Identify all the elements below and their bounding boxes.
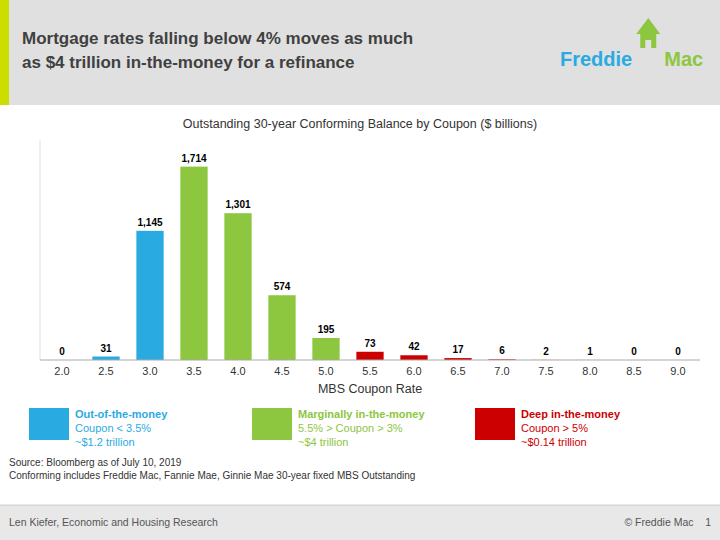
x-tick-label: 5.0 [318,365,333,377]
x-tick-label: 8.0 [582,365,597,377]
x-tick-label: 2.0 [54,365,69,377]
data-label: 1,145 [137,217,162,228]
footer-text: © Freddie Mac 1 [624,516,711,528]
data-label: 0 [675,346,681,357]
logo-house [640,34,656,48]
x-tick-label: 8.5 [626,365,641,377]
chart: Mortgage rates falling below 4% moves as… [0,0,720,540]
key-swatch [475,408,515,440]
key-text: Deep in-the-money [521,408,621,420]
text-line: as $4 trillion in-the-money for a refina… [22,53,355,72]
x-tick-label: 9.0 [670,365,685,377]
x-axis-line [40,360,700,361]
bar [136,231,163,360]
logo-text: Mac [664,48,703,70]
text-line: Conforming includes Freddie Mac, Fannie … [9,470,415,481]
header-band [0,0,720,105]
x-axis-label: MBS Coupon Rate [318,382,422,396]
x-tick-label: 3.0 [142,365,157,377]
data-label: 42 [408,341,420,352]
title: Mortgage rates falling below 4% moves as… [22,29,413,72]
text-line: Source: Bloomberg as of July 10, 2019 [9,457,182,468]
bar [92,357,119,360]
footer-text: Len Kiefer, Economic and Housing Researc… [9,516,218,528]
data-label: 1,714 [181,153,206,164]
key-text: 5.5% > Coupon > 3% [298,422,403,434]
bar [356,352,383,360]
key-text: Coupon < 3.5% [75,422,151,434]
source-note: Source: Bloomberg as of July 10, 2019 Con… [9,457,415,481]
subtitle: Outstanding 30-year Conforming Balance b… [183,117,537,131]
logo-house [645,40,651,48]
data-label: 2 [543,346,549,357]
bars [92,167,603,360]
x-tick-label: 7.0 [494,365,509,377]
key-text: ~$4 trillion [298,436,348,448]
data-label: 31 [100,343,112,354]
key-swatch [29,408,69,440]
x-tick-label: 6.0 [406,365,421,377]
footer-band [0,505,720,540]
data-label: 73 [364,338,376,349]
bar [312,338,339,360]
key-text: Marginally in-the-money [298,408,425,420]
y-axis-line [40,140,41,360]
key-text: ~$0.14 trillion [521,436,587,448]
key-text: ~$1.2 trillion [75,436,135,448]
header-accent [0,0,9,105]
data-labels: 0 31 1,145 1,714 1,301 574 195 73 42 17 6 2 1 0 0 [59,153,681,357]
bar [400,355,427,360]
data-label: 195 [318,324,335,335]
x-tick-label: 3.5 [186,365,201,377]
logo-text: Freddie [560,48,632,70]
x-tick-label: 5.5 [362,365,377,377]
data-label: 1 [587,346,593,357]
key-swatch [252,408,292,440]
key-text: Coupon > 5% [521,422,588,434]
data-label: 6 [499,345,505,356]
x-ticks: 2.0 2.5 3.0 3.5 4.0 4.5 5.0 5.5 6.0 6.5 7.0 7.5 8.0 8… [54,365,685,377]
x-tick-label: 7.5 [538,365,553,377]
x-tick-label: 6.5 [450,365,465,377]
data-label: 1,301 [225,199,250,210]
bar [224,213,251,360]
data-label: 0 [631,346,637,357]
bar [268,295,295,360]
data-label: 17 [452,344,464,355]
data-label: 574 [274,281,291,292]
footer-rule [0,505,720,506]
logo-house [636,18,660,34]
key-text: Out-of-the-money [75,408,168,420]
data-label: 0 [59,346,65,357]
x-tick-label: 4.5 [274,365,289,377]
x-tick-label: 2.5 [98,365,113,377]
x-tick-label: 4.0 [230,365,245,377]
bar [180,167,207,360]
background [0,0,720,540]
text-line: Mortgage rates falling below 4% moves as… [22,29,413,48]
